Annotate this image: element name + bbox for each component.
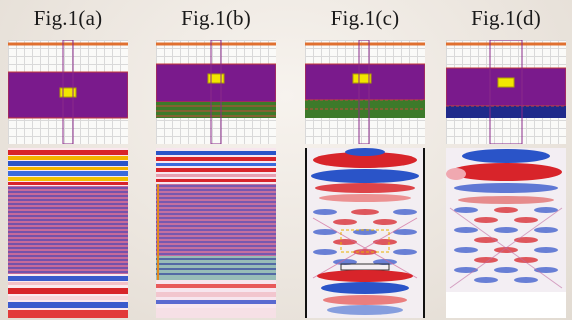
probe-column: [358, 40, 370, 144]
schematic: [446, 40, 566, 144]
yellow-source: [59, 87, 77, 98]
probe-column: [210, 40, 222, 144]
field-map: [305, 148, 425, 318]
panel-label: Fig.1(c): [330, 6, 400, 30]
field-map: [446, 148, 566, 318]
panel-label: Fig.1(d): [471, 6, 541, 30]
panel-fig-1d: Fig.1(d): [442, 0, 570, 320]
panel-fig-1b: Fig.1(b): [152, 0, 280, 320]
panel-fig-1c: Fig.1(c): [301, 0, 429, 320]
yellow-source: [207, 73, 225, 84]
schematic: [305, 40, 425, 144]
field-map: [156, 148, 276, 318]
navy-layer: [446, 106, 566, 118]
probe-column: [489, 40, 523, 144]
schematic: [8, 40, 128, 144]
schematic: [156, 40, 276, 144]
panel-label: Fig.1(a): [33, 6, 103, 30]
panel-label: Fig.1(b): [181, 6, 251, 30]
yellow-source: [352, 73, 372, 84]
field-map: [8, 148, 128, 318]
probe-column: [62, 40, 74, 144]
yellow-source: [497, 77, 515, 88]
panel-fig-1a: Fig.1(a): [4, 0, 132, 320]
